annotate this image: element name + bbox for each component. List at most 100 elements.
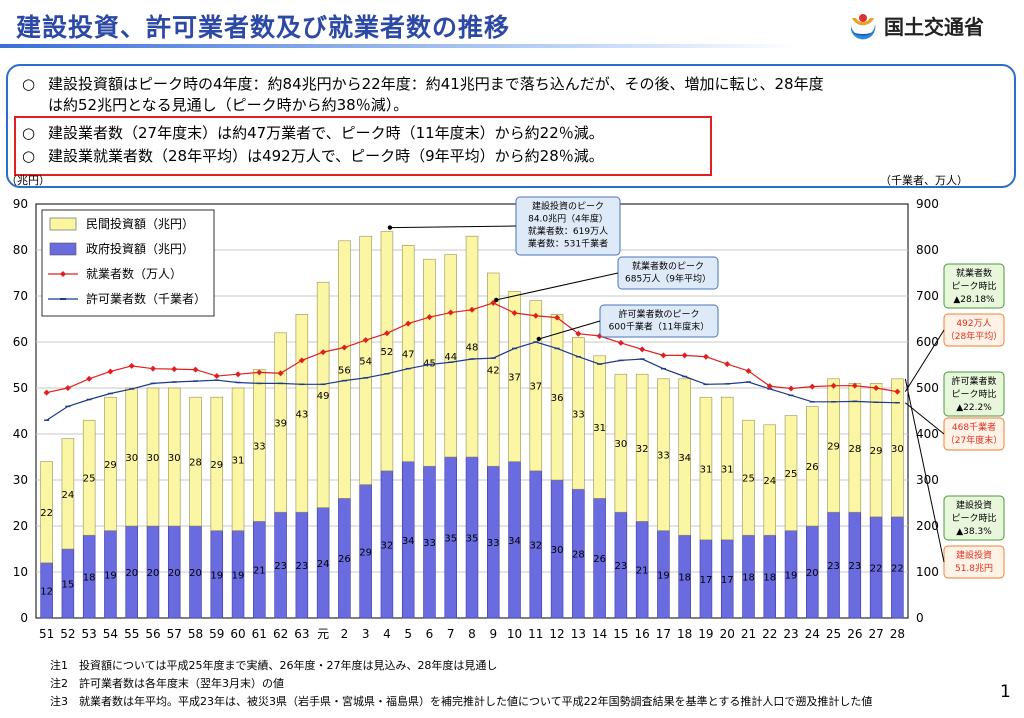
- callout-text: 許可業者数のピーク: [618, 308, 699, 320]
- right-axis-tick-label: 900: [916, 197, 939, 211]
- callout-text: 建設投資のピーク: [532, 200, 604, 212]
- bar-private: [572, 337, 585, 490]
- workers-point: [149, 365, 156, 372]
- x-axis-tick-label: 11: [528, 627, 543, 641]
- bar-value-label: 22: [870, 563, 883, 574]
- workers-point: [298, 357, 305, 364]
- right-axis-tick-label: 0: [916, 611, 924, 625]
- x-axis-tick-label: 62: [273, 627, 288, 641]
- bar-value-label: 18: [763, 573, 776, 584]
- legend-swatch: [49, 242, 77, 256]
- mlit-logo-icon: [851, 14, 876, 40]
- bar-value-label: 20: [189, 568, 202, 579]
- workers-point: [554, 314, 561, 321]
- legend-label: 政府投資額（兆円）: [86, 241, 194, 256]
- bar-value-label: 17: [721, 575, 734, 586]
- x-axis-tick-label: 52: [60, 627, 75, 641]
- x-axis-tick-label: 53: [82, 627, 97, 641]
- bar-private: [210, 396, 224, 531]
- x-axis-tick-label: 54: [103, 627, 118, 641]
- bar-value-label: 28: [189, 458, 202, 469]
- bar-value-label: 18: [83, 573, 96, 584]
- bar-private: [593, 355, 606, 499]
- bar-private: [550, 314, 564, 481]
- x-axis-tick-label: 28: [890, 627, 905, 641]
- workers-point: [851, 382, 858, 389]
- x-axis-tick-label: 56: [145, 627, 160, 641]
- investment-chart: 0102030405060708090010020030040050060070…: [13, 196, 1005, 641]
- bar-value-label: 56: [338, 366, 351, 377]
- bar-value-label: 25: [742, 474, 755, 485]
- legend-swatch-marker: [60, 271, 66, 277]
- bar-value-label: 29: [104, 460, 117, 471]
- bar-value-label: 44: [444, 352, 457, 363]
- bar-private: [487, 272, 500, 467]
- x-axis-tick-label: 9: [489, 627, 497, 641]
- side-box-text: 492万人: [956, 318, 991, 329]
- summary-text: 建設業者数（27年度末）は約47万業者で、ピーク時（11年度末）から約22％減。: [48, 124, 604, 142]
- left-axis-tick-label: 10: [13, 565, 28, 579]
- bar-value-label: 30: [551, 545, 564, 556]
- bar-private: [699, 396, 713, 541]
- bar-private: [167, 387, 181, 527]
- bar-value-label: 33: [253, 442, 266, 453]
- left-axis-tick-label: 20: [13, 519, 28, 533]
- workers-point: [128, 362, 135, 369]
- bar-value-label: 29: [870, 446, 883, 457]
- x-axis-tick-label: 58: [188, 627, 203, 641]
- bar-private: [891, 378, 904, 518]
- side-box-arrow: [904, 378, 945, 563]
- workers-point: [745, 367, 752, 374]
- bar-value-label: 26: [338, 554, 351, 565]
- x-axis-tick-label: 7: [447, 627, 455, 641]
- x-axis-tick-label: 2: [341, 627, 349, 641]
- workers-point: [702, 353, 709, 360]
- right-axis-tick-label: 600: [916, 335, 939, 349]
- workers-point: [575, 330, 582, 337]
- title-underline: [0, 44, 800, 48]
- side-box-text: ▲28.18%: [953, 295, 995, 305]
- bar-value-label: 25: [785, 469, 798, 480]
- bar-private: [614, 373, 628, 513]
- bar-value-label: 30: [615, 439, 628, 450]
- x-axis-tick-label: 14: [592, 627, 607, 641]
- note-2: 注2 許可業者数は各年度末（翌年3月末）の値: [50, 677, 284, 690]
- right-axis-tick-label: 400: [916, 427, 939, 441]
- bar-value-label: 30: [125, 453, 138, 464]
- callout-arrowhead: [387, 225, 393, 230]
- x-axis-tick-label: 51: [39, 627, 54, 641]
- bar-private: [678, 378, 691, 536]
- workers-point: [532, 312, 539, 319]
- bar-value-label: 19: [785, 570, 798, 581]
- bar-value-label: 26: [593, 554, 606, 565]
- left-axis-tick-label: 90: [13, 197, 28, 211]
- x-axis-tick-label: 22: [762, 627, 777, 641]
- workers-point: [469, 306, 475, 313]
- side-box-text: ピーク時比: [951, 280, 996, 292]
- left-axis-tick-label: 30: [13, 473, 28, 487]
- x-axis-tick-label: 55: [124, 627, 139, 641]
- bar-value-label: 34: [402, 536, 415, 547]
- bar-value-label: 19: [104, 570, 117, 581]
- right-axis-tick-label: 100: [916, 565, 939, 579]
- bar-private: [274, 332, 287, 513]
- workers-point: [830, 382, 837, 389]
- left-axis-tick-label: 80: [13, 243, 28, 257]
- x-axis-tick-label: 4: [383, 627, 391, 641]
- left-axis-unit: （兆円）: [6, 174, 50, 187]
- bar-value-label: 23: [295, 561, 308, 572]
- x-axis-tick-label: 21: [741, 627, 756, 641]
- x-axis-tick-label: 10: [507, 627, 522, 641]
- bar-value-label: 18: [742, 573, 755, 584]
- x-axis-tick-label: 5: [404, 627, 412, 641]
- bar-value-label: 22: [40, 508, 53, 519]
- side-box-text: 51.8兆円: [955, 563, 993, 574]
- right-axis-tick-label: 800: [916, 243, 939, 257]
- summary-text: 建設業就業者数（28年平均）は492万人で、ピーク時（9年平均）から約28％減。: [48, 147, 604, 165]
- bar-value-label: 20: [806, 568, 819, 579]
- side-box-arrow: [904, 329, 945, 392]
- bar-value-label: 28: [572, 550, 585, 561]
- side-box-text: 468千業者: [952, 421, 996, 433]
- bar-value-label: 15: [62, 580, 75, 591]
- x-axis-tick-label: 13: [571, 627, 586, 641]
